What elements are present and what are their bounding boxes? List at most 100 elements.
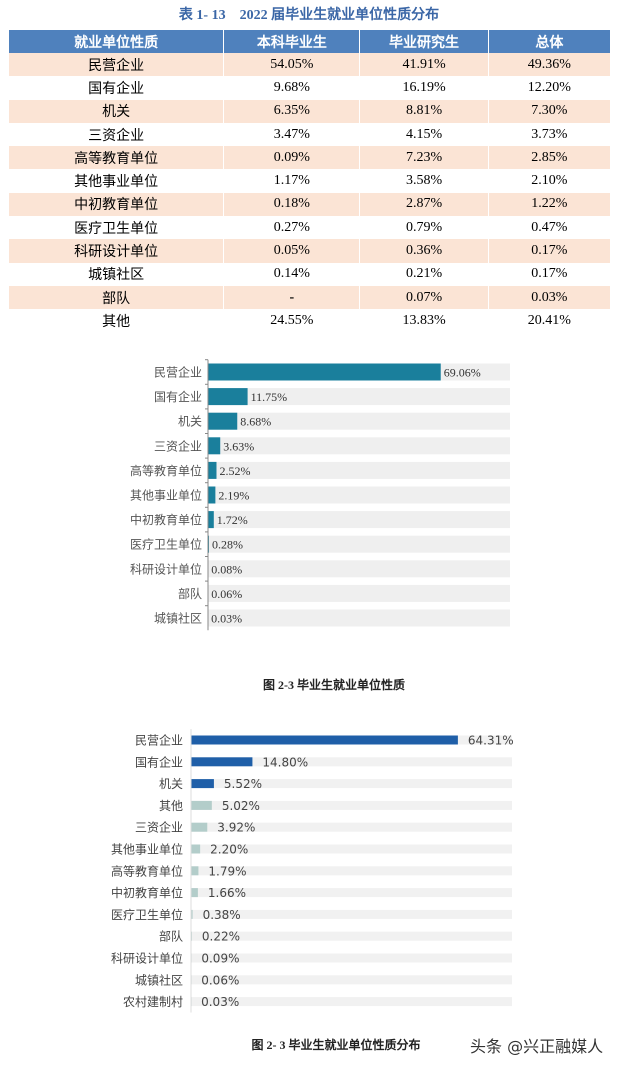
- table-title: 表 1- 13 2022 届毕业生就业单位性质分布: [178, 8, 440, 23]
- category-label: 城镇社区: [135, 972, 183, 987]
- data-label: 8.68%: [240, 415, 271, 429]
- cell-value: 13.83%: [359, 309, 489, 333]
- data-label: 2.19%: [218, 489, 249, 503]
- bar-track: [191, 888, 512, 898]
- category-label: 部队: [178, 586, 202, 601]
- bar: [208, 437, 221, 455]
- category-label: 机关: [159, 777, 183, 791]
- bar: [191, 779, 214, 789]
- cell-value: 0.17%: [487, 262, 610, 286]
- cell-value: 41.91%: [359, 53, 489, 77]
- cell-value: 0.18%: [223, 192, 360, 217]
- bar-track: [208, 486, 510, 504]
- category-label: 科研设计单位: [130, 561, 202, 576]
- category-label: 其他事业单位: [111, 842, 183, 857]
- bar: [208, 412, 238, 430]
- data-label: 11.75%: [251, 390, 288, 404]
- bar: [191, 822, 208, 832]
- cell-value: 0.27%: [223, 216, 360, 240]
- category-label: 中初教育单位: [130, 512, 202, 527]
- bar-track: [191, 975, 512, 985]
- data-label: 2.52%: [219, 464, 250, 478]
- row-label: 国有企业: [7, 76, 224, 100]
- data-label: 1.79%: [208, 864, 246, 878]
- cell-value: 0.03%: [487, 285, 610, 310]
- category-label: 三资企业: [135, 820, 183, 835]
- column-header: 毕业研究生: [359, 30, 489, 53]
- data-label: 2.20%: [210, 843, 248, 857]
- cell-value: -: [223, 285, 360, 310]
- cell-value: 7.23%: [359, 146, 489, 170]
- cell-value: 2.87%: [359, 192, 489, 217]
- data-label: 0.22%: [202, 930, 240, 944]
- bar-track: [191, 953, 512, 963]
- cell-value: 0.14%: [223, 262, 360, 286]
- bar-track: [208, 412, 510, 430]
- bar-track: [208, 609, 510, 627]
- category-label: 国有企业: [135, 754, 183, 769]
- data-label: 0.08%: [211, 562, 242, 576]
- cell-value: 0.21%: [359, 262, 489, 286]
- cell-value: 2.10%: [487, 169, 610, 193]
- table-row: 城镇社区 0.14% 0.21% 0.17%: [7, 262, 610, 286]
- cell-value: 4.15%: [359, 122, 489, 147]
- category-label: 科研设计单位: [111, 951, 183, 966]
- bar-track: [191, 822, 512, 832]
- cell-value: 1.17%: [223, 169, 360, 193]
- row-label: 部队: [7, 285, 224, 310]
- category-label: 部队: [159, 929, 183, 944]
- cell-value: 0.09%: [223, 146, 360, 170]
- bar-track: [191, 844, 512, 854]
- category-label: 中初教育单位: [111, 885, 183, 900]
- data-label: 0.03%: [201, 995, 239, 1009]
- bar: [208, 363, 441, 381]
- cell-value: 20.41%: [487, 309, 610, 333]
- cell-value: 7.30%: [487, 99, 610, 123]
- category-label: 医疗卫生单位: [111, 907, 183, 922]
- cell-value: 3.73%: [487, 122, 610, 147]
- category-label: 农村建制村: [123, 995, 183, 1009]
- table-row: 民营企业 54.05% 41.91% 49.36%: [7, 53, 610, 77]
- bar-track: [208, 388, 510, 406]
- data-label: 0.38%: [203, 908, 241, 922]
- category-label: 城镇社区: [154, 611, 202, 626]
- cell-value: 9.68%: [223, 76, 360, 100]
- category-label: 三资企业: [154, 438, 202, 453]
- cell-value: 3.47%: [223, 122, 360, 147]
- category-label: 机关: [178, 415, 202, 429]
- table-row: 中初教育单位 0.18% 2.87% 1.22%: [7, 192, 610, 217]
- bar: [208, 486, 216, 504]
- row-label: 机关: [7, 99, 224, 123]
- category-label: 高等教育单位: [130, 463, 202, 478]
- column-header: 本科毕业生: [223, 30, 360, 53]
- row-label: 医疗卫生单位: [7, 216, 224, 240]
- row-label: 其他: [7, 309, 224, 333]
- bar-track: [208, 437, 510, 455]
- category-label: 国有企业: [154, 389, 202, 404]
- row-label: 中初教育单位: [7, 192, 224, 217]
- row-label: 科研设计单位: [7, 239, 224, 263]
- data-label: 0.28%: [212, 538, 243, 552]
- bar: [191, 866, 199, 876]
- bar-track: [208, 535, 510, 553]
- cell-value: 54.05%: [223, 53, 360, 77]
- chart1-caption: 图 2-3 毕业生就业单位性质: [263, 678, 405, 692]
- data-label: 5.52%: [224, 777, 262, 791]
- category-label: 民营企业: [135, 733, 183, 748]
- cell-value: 24.55%: [223, 309, 360, 333]
- table-row: 机关 6.35% 8.81% 7.30%: [7, 99, 610, 123]
- bar: [191, 800, 212, 810]
- bar: [208, 511, 214, 529]
- cell-value: 0.79%: [359, 216, 489, 240]
- cell-value: 3.58%: [359, 169, 489, 193]
- bar-track: [191, 909, 512, 919]
- data-label: 1.66%: [208, 886, 246, 900]
- column-header: 就业单位性质: [7, 30, 224, 53]
- bar-track: [191, 779, 512, 789]
- cell-value: 12.20%: [487, 76, 610, 100]
- row-label: 城镇社区: [7, 262, 224, 286]
- data-label: 64.31%: [468, 734, 514, 748]
- bar-track: [208, 511, 510, 529]
- bar: [208, 461, 217, 479]
- category-label: 其他事业单位: [130, 488, 202, 503]
